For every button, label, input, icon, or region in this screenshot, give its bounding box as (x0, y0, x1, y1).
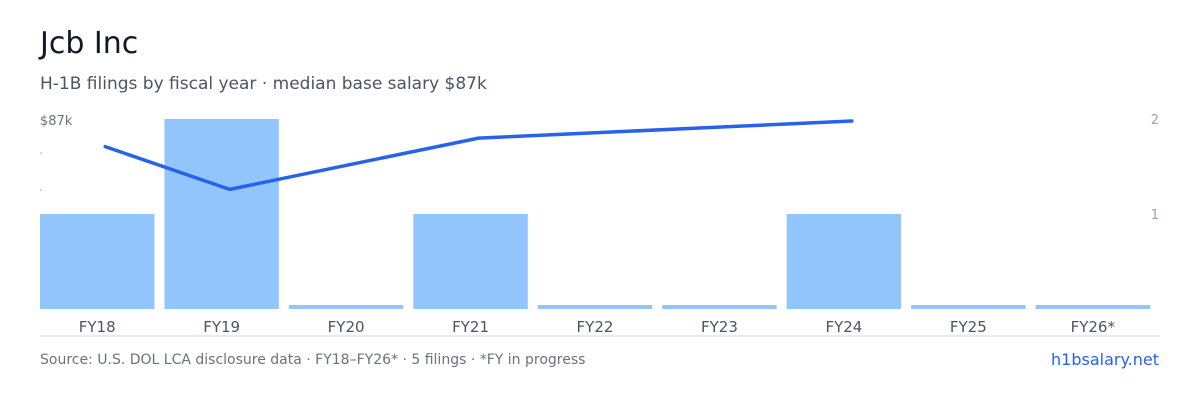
right-axis-tick-label: 1 (1151, 208, 1159, 223)
x-tick-label: FY20 (328, 318, 365, 336)
x-tick-label: FY18 (79, 318, 116, 336)
bar-fy24 (786, 214, 902, 309)
x-tick-label: FY26* (1071, 318, 1116, 336)
chart-subtitle: H-1B filings by fiscal year · median bas… (40, 74, 487, 94)
bar-fy21 (413, 214, 528, 309)
left-axis-tick-dot (40, 189, 42, 191)
bar-fy25 (911, 305, 1026, 309)
salary-line (103, 119, 854, 192)
bar-series (40, 119, 1150, 309)
chart-title: Jcb Inc (40, 26, 139, 61)
bar-fy19 (164, 119, 279, 309)
x-tick-label: FY25 (950, 318, 987, 336)
bar-fy20 (288, 305, 404, 309)
x-tick-label: FY24 (825, 318, 862, 336)
right-axis-ticks: 12 (1151, 113, 1159, 223)
x-tick-label: FY21 (452, 318, 489, 336)
source-note: Source: U.S. DOL LCA disclosure data · F… (40, 352, 586, 368)
x-tick-labels: FY18 FY19 FY20 FY21 FY22 FY23 FY24 FY25 FY26* (79, 318, 1116, 336)
x-tick-label: FY19 (203, 318, 240, 336)
x-tick-label: FY23 (701, 318, 738, 336)
right-axis-tick-label: 2 (1151, 113, 1159, 128)
x-tick-label: FY22 (577, 318, 614, 336)
left-axis-tick-dot (40, 152, 42, 154)
bar-fy18 (40, 214, 155, 309)
left-axis-max-label: $87k (40, 114, 73, 129)
bar-fy22 (537, 305, 653, 309)
bar-fy23 (662, 305, 777, 309)
site-link[interactable]: h1bsalary.net (1051, 350, 1159, 369)
bar-fy26-partial (1035, 305, 1150, 309)
